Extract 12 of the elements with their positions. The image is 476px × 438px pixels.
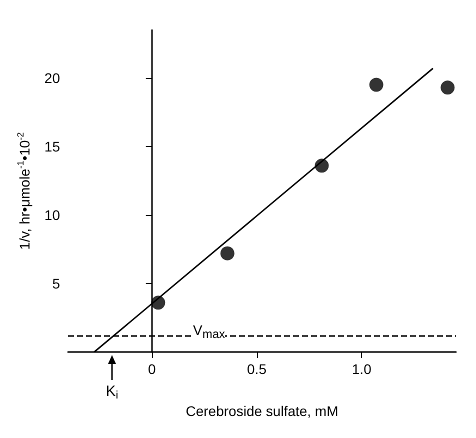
x-tick-label: 0 [148,361,156,377]
point [440,80,455,95]
y-tick-label: 15 [44,138,60,154]
x-tick-label: 1.0 [352,361,372,377]
point [369,78,384,92]
y-tick-label: 5 [52,275,60,292]
y-tick-label: 10 [44,206,60,223]
y-axis-title: 1/v, hr•μmole-1•10-2 [16,132,32,250]
y-tick-label: 20 [44,70,60,86]
point [220,246,234,260]
x-tick-label: 0.5 [247,361,267,377]
x-axis-title: Cerebroside sulfate, mM [186,403,338,419]
